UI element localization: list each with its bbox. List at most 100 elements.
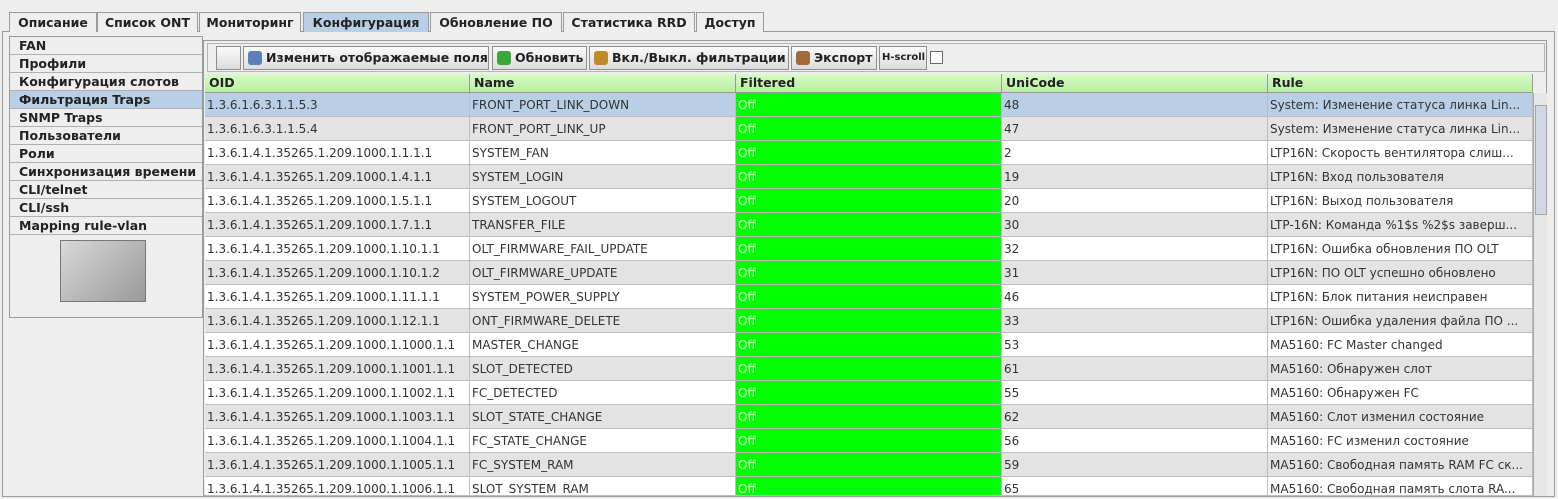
table-cell[interactable]: TRANSFER_FILE xyxy=(470,213,736,237)
table-cell[interactable]: 19 xyxy=(1002,165,1268,189)
sidebar-item[interactable]: Синхронизация времени xyxy=(10,163,202,181)
table-cell[interactable]: System: Изменение статуса линка Lin... xyxy=(1268,117,1533,141)
table-cell[interactable]: 1.3.6.1.4.1.35265.1.209.1000.1.1001.1.1 xyxy=(205,357,470,381)
table-cell[interactable]: SYSTEM_LOGIN xyxy=(470,165,736,189)
table-cell[interactable]: FC_DETECTED xyxy=(470,381,736,405)
table-cell[interactable]: 20 xyxy=(1002,189,1268,213)
table-cell[interactable]: 1.3.6.1.4.1.35265.1.209.1000.1.5.1.1 xyxy=(205,189,470,213)
table-cell[interactable]: Off xyxy=(736,333,1002,357)
table-cell[interactable]: Off xyxy=(736,93,1002,117)
table-cell[interactable]: LTP16N: Вход пользователя xyxy=(1268,165,1533,189)
table-cell[interactable]: 33 xyxy=(1002,309,1268,333)
table-cell[interactable]: LTP16N: Скорость вентилятора слиш... xyxy=(1268,141,1533,165)
table-cell[interactable]: 1.3.6.1.6.3.1.1.5.3 xyxy=(205,93,470,117)
column-header[interactable]: Rule xyxy=(1268,74,1533,93)
sidebar-item[interactable]: Пользователи xyxy=(10,127,202,145)
table-cell[interactable]: 30 xyxy=(1002,213,1268,237)
table-cell[interactable]: Off xyxy=(736,141,1002,165)
table-cell[interactable]: SYSTEM_POWER_SUPPLY xyxy=(470,285,736,309)
table-cell[interactable]: LTP-16N: Команда %1$s %2$s заверш... xyxy=(1268,213,1533,237)
table-cell[interactable]: MA5160: Свободная память RAM FC ск... xyxy=(1268,453,1533,477)
table-cell[interactable]: LTP16N: Выход пользователя xyxy=(1268,189,1533,213)
table-cell[interactable]: 56 xyxy=(1002,429,1268,453)
table-cell[interactable]: FC_SYSTEM_RAM xyxy=(470,453,736,477)
sidebar-item[interactable]: Фильтрация Traps xyxy=(10,91,202,109)
table-cell[interactable]: 61 xyxy=(1002,357,1268,381)
table-cell[interactable]: 1.3.6.1.6.3.1.1.5.4 xyxy=(205,117,470,141)
table-cell[interactable]: 1.3.6.1.4.1.35265.1.209.1000.1.4.1.1 xyxy=(205,165,470,189)
tab[interactable]: Доступ xyxy=(696,12,764,32)
table-cell[interactable]: 1.3.6.1.4.1.35265.1.209.1000.1.11.1.1 xyxy=(205,285,470,309)
scrollbar[interactable] xyxy=(1533,93,1547,496)
table-cell[interactable]: 1.3.6.1.4.1.35265.1.209.1000.1.10.1.1 xyxy=(205,237,470,261)
sidebar-item[interactable]: Профили xyxy=(10,55,202,73)
table-cell[interactable]: Off xyxy=(736,453,1002,477)
table-cell[interactable]: MA5160: Слот изменил состояние xyxy=(1268,405,1533,429)
table-cell[interactable]: SLOT_SYSTEM_RAM xyxy=(470,477,736,496)
table-cell[interactable]: 1.3.6.1.4.1.35265.1.209.1000.1.10.1.2 xyxy=(205,261,470,285)
table-cell[interactable]: SLOT_DETECTED xyxy=(470,357,736,381)
table-cell[interactable]: Off xyxy=(736,309,1002,333)
table-cell[interactable]: Off xyxy=(736,117,1002,141)
table-cell[interactable]: 1.3.6.1.4.1.35265.1.209.1000.1.7.1.1 xyxy=(205,213,470,237)
table-cell[interactable]: OLT_FIRMWARE_FAIL_UPDATE xyxy=(470,237,736,261)
table-cell[interactable]: SYSTEM_LOGOUT xyxy=(470,189,736,213)
table-cell[interactable]: 1.3.6.1.4.1.35265.1.209.1000.1.12.1.1 xyxy=(205,309,470,333)
column-header[interactable]: OID xyxy=(205,74,470,93)
table-cell[interactable]: 59 xyxy=(1002,453,1268,477)
table-cell[interactable]: 46 xyxy=(1002,285,1268,309)
table-cell[interactable]: OLT_FIRMWARE_UPDATE xyxy=(470,261,736,285)
table-cell[interactable]: Off xyxy=(736,381,1002,405)
table-cell[interactable]: 47 xyxy=(1002,117,1268,141)
table-cell[interactable]: 1.3.6.1.4.1.35265.1.209.1000.1.1006.1.1 xyxy=(205,477,470,496)
table-cell[interactable]: Off xyxy=(736,405,1002,429)
column-header[interactable]: Filtered xyxy=(736,74,1002,93)
sidebar-item[interactable]: SNMP Traps xyxy=(10,109,202,127)
table-cell[interactable]: LTP16N: Ошибка удаления файла ПО ... xyxy=(1268,309,1533,333)
table-cell[interactable]: Off xyxy=(736,429,1002,453)
sidebar-item[interactable]: Mapping rule-vlan xyxy=(10,217,202,235)
table-cell[interactable]: 55 xyxy=(1002,381,1268,405)
table-cell[interactable]: MA5160: FC изменил состояние xyxy=(1268,429,1533,453)
sidebar-item[interactable]: Роли xyxy=(10,145,202,163)
table-cell[interactable]: System: Изменение статуса линка Lin... xyxy=(1268,93,1533,117)
tab[interactable]: Статистика RRD xyxy=(563,12,695,32)
table-cell[interactable]: 1.3.6.1.4.1.35265.1.209.1000.1.1004.1.1 xyxy=(205,429,470,453)
columns-button[interactable] xyxy=(216,46,241,70)
table-cell[interactable]: 1.3.6.1.4.1.35265.1.209.1000.1.1.1.1 xyxy=(205,141,470,165)
sidebar-item[interactable]: FAN xyxy=(10,37,202,55)
tab[interactable]: Обновление ПО xyxy=(430,12,562,32)
toolbar-button[interactable]: Изменить отображаемые поля xyxy=(243,46,489,70)
toolbar-button[interactable]: Вкл./Выкл. фильтрации xyxy=(589,46,789,70)
sidebar-item[interactable]: Конфигурация слотов xyxy=(10,73,202,91)
tab[interactable]: Список ONT xyxy=(97,12,198,32)
table-cell[interactable]: 1.3.6.1.4.1.35265.1.209.1000.1.1005.1.1 xyxy=(205,453,470,477)
table-cell[interactable]: 48 xyxy=(1002,93,1268,117)
sidebar-item[interactable]: CLI/telnet xyxy=(10,181,202,199)
table-cell[interactable]: 1.3.6.1.4.1.35265.1.209.1000.1.1002.1.1 xyxy=(205,381,470,405)
table-cell[interactable]: Off xyxy=(736,237,1002,261)
table-cell[interactable]: ONT_FIRMWARE_DELETE xyxy=(470,309,736,333)
table-cell[interactable]: MA5160: Обнаружен слот xyxy=(1268,357,1533,381)
table-cell[interactable]: 65 xyxy=(1002,477,1268,496)
tab[interactable]: Описание xyxy=(9,12,97,32)
table-cell[interactable]: 31 xyxy=(1002,261,1268,285)
toolbar-button[interactable]: Экспорт xyxy=(791,46,877,70)
table-cell[interactable]: 1.3.6.1.4.1.35265.1.209.1000.1.1003.1.1 xyxy=(205,405,470,429)
table-cell[interactable]: 1.3.6.1.4.1.35265.1.209.1000.1.1000.1.1 xyxy=(205,333,470,357)
table-cell[interactable]: MA5160: Обнаружен FC xyxy=(1268,381,1533,405)
column-header[interactable]: Name xyxy=(470,74,736,93)
hscroll-checkbox[interactable] xyxy=(930,51,943,64)
table-cell[interactable]: 62 xyxy=(1002,405,1268,429)
scroll-thumb[interactable] xyxy=(1535,105,1547,215)
tab[interactable]: Конфигурация xyxy=(303,12,429,32)
table-cell[interactable]: FC_STATE_CHANGE xyxy=(470,429,736,453)
table-cell[interactable]: FRONT_PORT_LINK_UP xyxy=(470,117,736,141)
table-cell[interactable]: 53 xyxy=(1002,333,1268,357)
table-cell[interactable]: MA5160: Свободная память слота RA... xyxy=(1268,477,1533,496)
table-cell[interactable]: Off xyxy=(736,189,1002,213)
table-cell[interactable]: 2 xyxy=(1002,141,1268,165)
tab[interactable]: Мониторинг xyxy=(199,12,301,32)
table-cell[interactable]: Off xyxy=(736,477,1002,496)
table-cell[interactable]: SLOT_STATE_CHANGE xyxy=(470,405,736,429)
